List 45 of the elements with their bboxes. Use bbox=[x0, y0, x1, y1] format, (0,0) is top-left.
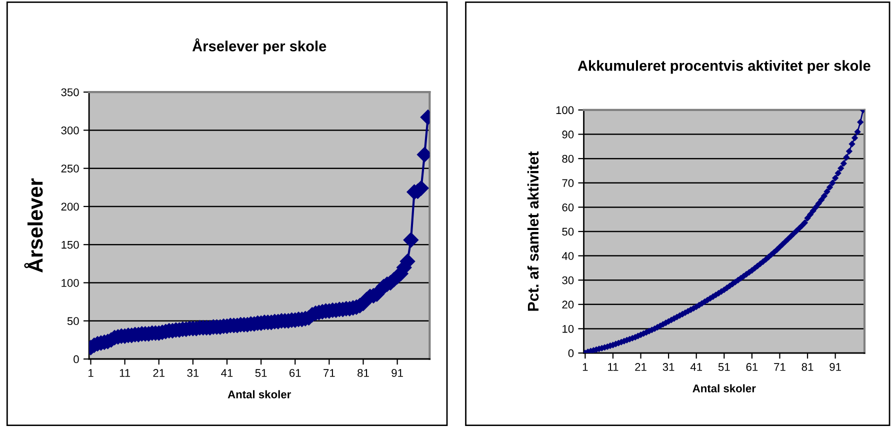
x-tick-label: 11 bbox=[120, 369, 130, 377]
x-tick-label: 31 bbox=[662, 363, 674, 371]
y-tick-label: 50 bbox=[562, 228, 574, 236]
x-tick-label: 41 bbox=[690, 363, 702, 371]
x-tick-label: 11 bbox=[608, 363, 618, 371]
x-tick-label: 31 bbox=[187, 369, 199, 377]
y-tick-label: 50 bbox=[67, 317, 79, 326]
y-tick-label: 20 bbox=[562, 300, 574, 309]
y-tick-label: 90 bbox=[562, 130, 574, 138]
y-tick-label: 300 bbox=[61, 126, 79, 134]
y-tick-label: 0 bbox=[568, 349, 574, 358]
y-tick-label: 200 bbox=[61, 202, 79, 211]
y-tick-label: 100 bbox=[62, 279, 79, 287]
x-tick-label: 61 bbox=[746, 363, 758, 371]
x-tick-label: 81 bbox=[802, 363, 814, 371]
y-tick-label: 70 bbox=[562, 179, 574, 188]
y-tick-label: 250 bbox=[61, 164, 79, 172]
x-tick-label: 1 bbox=[88, 369, 94, 377]
chart-title: Årselever per skole bbox=[192, 38, 326, 54]
y-tick-label: 30 bbox=[562, 276, 574, 284]
x-tick-label: 61 bbox=[290, 369, 301, 377]
x-tick-label: 21 bbox=[153, 369, 165, 377]
y-axis-title: Årselever bbox=[24, 178, 43, 273]
y-tick-label: 100 bbox=[556, 106, 574, 114]
y-tick-label: 60 bbox=[562, 203, 574, 212]
x-tick-label: 91 bbox=[392, 369, 403, 377]
x-axis-title: Antal skoler bbox=[228, 390, 291, 398]
y-tick-label: 0 bbox=[74, 355, 79, 364]
x-tick-label: 81 bbox=[358, 369, 369, 377]
chart-title: Akkumuleret procentvis aktivitet per skole bbox=[578, 60, 870, 74]
x-tick-label: 41 bbox=[221, 369, 233, 377]
y-tick-label: 150 bbox=[62, 240, 79, 249]
y-axis-title: Pct. af samlet aktivitet bbox=[527, 151, 539, 311]
x-tick-label: 51 bbox=[255, 369, 267, 377]
x-tick-label: 71 bbox=[324, 369, 335, 377]
y-tick-label: 350 bbox=[61, 88, 79, 96]
x-tick-label: 21 bbox=[635, 363, 646, 371]
x-tick-label: 1 bbox=[582, 363, 588, 371]
y-tick-label: 80 bbox=[562, 154, 574, 163]
x-tick-label: 91 bbox=[830, 363, 841, 371]
x-axis-title: Antal skoler bbox=[692, 384, 756, 392]
y-tick-label: 10 bbox=[562, 324, 574, 333]
y-tick-label: 40 bbox=[562, 252, 574, 260]
x-tick-label: 71 bbox=[774, 363, 786, 371]
x-tick-label: 51 bbox=[718, 363, 730, 371]
